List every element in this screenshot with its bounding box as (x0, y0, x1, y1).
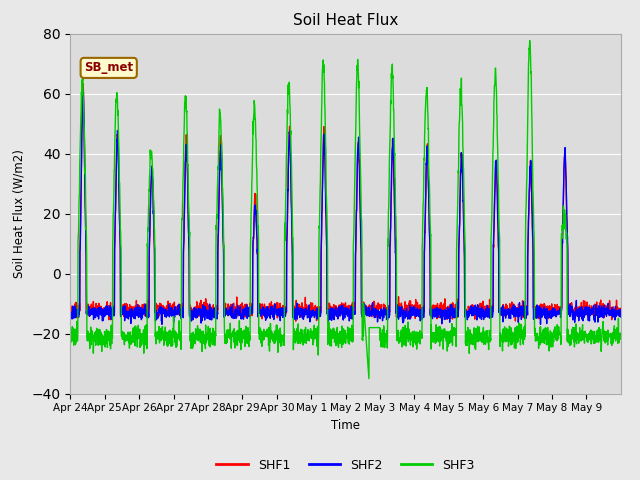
SHF3 (365, 376, 372, 382)
SHF1 (292, 318, 300, 324)
SHF3 (617, 331, 625, 337)
Text: SB_met: SB_met (84, 61, 133, 74)
Line: SHF3: SHF3 (70, 41, 621, 379)
SHF3 (609, 336, 617, 342)
SHF2 (241, 306, 248, 312)
SHF2 (379, 310, 387, 316)
SHF2 (67, 314, 74, 320)
SHF1 (122, 308, 129, 314)
SHF3 (122, 336, 129, 342)
SHF1 (379, 308, 387, 314)
SHF2 (617, 312, 625, 318)
Title: Soil Heat Flux: Soil Heat Flux (293, 13, 398, 28)
SHF2 (609, 307, 617, 312)
Line: SHF2: SHF2 (70, 91, 621, 324)
SHF1 (617, 305, 625, 311)
SHF1 (241, 308, 248, 314)
SHF2 (512, 312, 520, 317)
SHF1 (512, 310, 520, 315)
SHF1 (609, 310, 617, 315)
SHF3 (379, 342, 387, 348)
SHF2 (122, 309, 129, 314)
SHF3 (511, 329, 519, 335)
X-axis label: Time: Time (331, 419, 360, 432)
Legend: SHF1, SHF2, SHF3: SHF1, SHF2, SHF3 (211, 454, 480, 477)
SHF1 (67, 300, 74, 306)
SHF1 (543, 310, 550, 316)
Line: SHF1: SHF1 (70, 84, 621, 321)
SHF2 (158, 322, 166, 327)
SHF3 (67, 341, 74, 347)
Y-axis label: Soil Heat Flux (W/m2): Soil Heat Flux (W/m2) (13, 149, 26, 278)
SHF2 (79, 88, 87, 94)
SHF3 (240, 327, 248, 333)
SHF3 (543, 333, 550, 338)
SHF3 (526, 38, 534, 44)
SHF1 (79, 81, 87, 86)
SHF2 (543, 321, 550, 326)
